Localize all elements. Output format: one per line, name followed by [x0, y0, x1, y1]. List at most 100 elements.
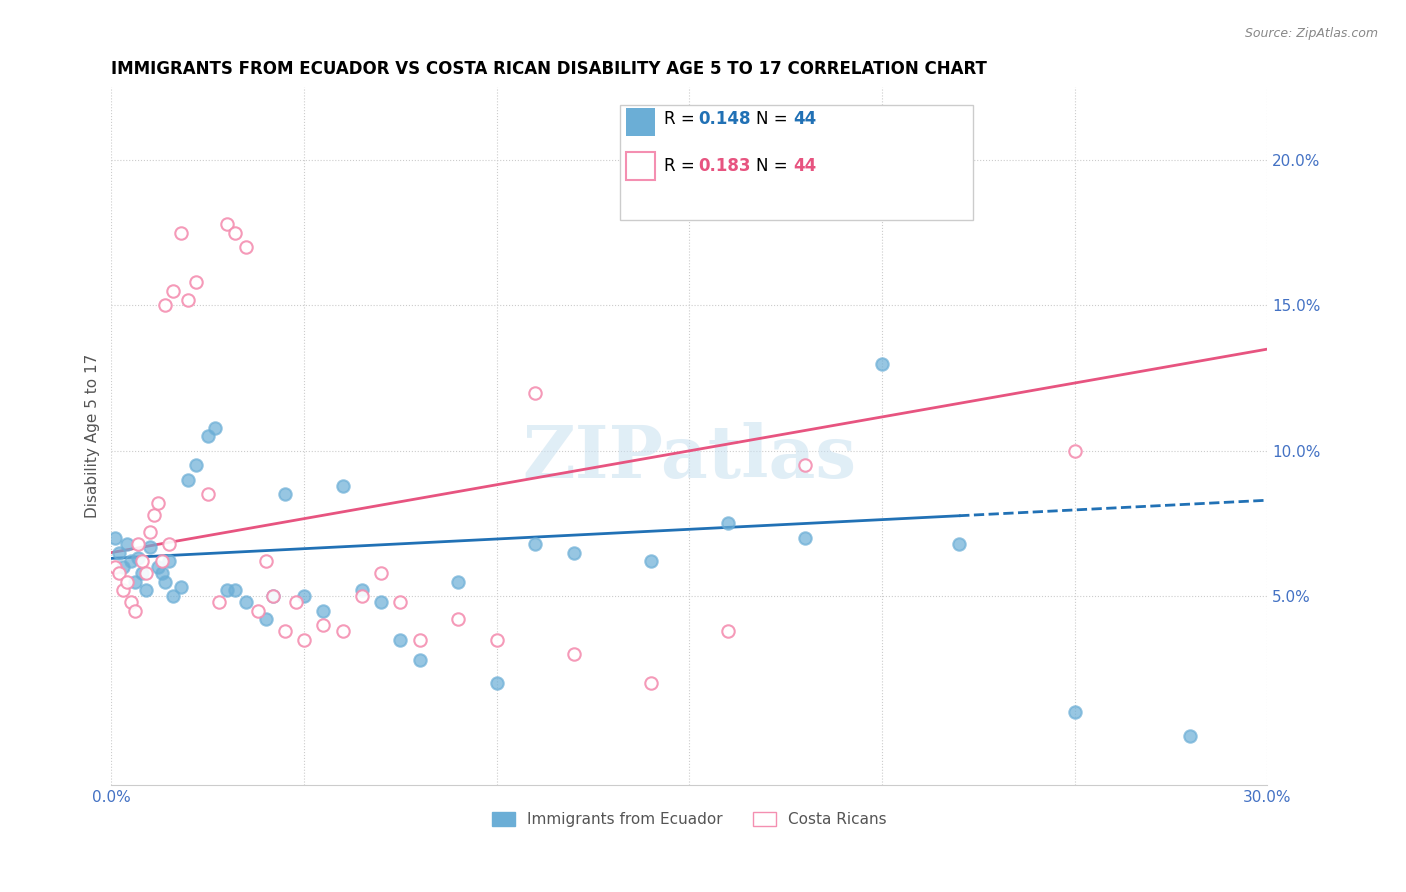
Point	[186, 458, 208, 473]
Point	[186, 275, 208, 289]
Point	[524, 385, 547, 400]
Point	[131, 566, 153, 580]
Point	[127, 551, 149, 566]
Point	[246, 604, 269, 618]
Point	[135, 583, 157, 598]
Point	[332, 479, 354, 493]
Point	[447, 574, 470, 589]
Point	[162, 589, 184, 603]
Point	[104, 560, 127, 574]
Point	[640, 554, 662, 568]
Point	[197, 429, 219, 443]
Bar	[626, 153, 655, 180]
Point	[717, 516, 740, 531]
Text: R =: R =	[664, 110, 700, 128]
Point	[389, 595, 412, 609]
Point	[146, 560, 169, 574]
Point	[717, 624, 740, 638]
Point	[389, 632, 412, 647]
Point	[157, 537, 180, 551]
Point	[409, 653, 432, 667]
Point	[215, 217, 238, 231]
Point	[235, 240, 257, 254]
Point	[197, 487, 219, 501]
Point	[312, 618, 335, 632]
Point	[292, 589, 315, 603]
Point	[485, 676, 508, 690]
Point	[1180, 729, 1202, 743]
Point	[224, 583, 246, 598]
Point	[1063, 706, 1085, 720]
Point	[208, 595, 231, 609]
Text: 44: 44	[793, 110, 817, 128]
Point	[447, 612, 470, 626]
Point	[485, 632, 508, 647]
Point	[150, 554, 173, 568]
Point	[162, 284, 184, 298]
Point	[350, 589, 373, 603]
Point	[285, 595, 308, 609]
Point	[292, 632, 315, 647]
Point	[157, 554, 180, 568]
Text: Source: ZipAtlas.com: Source: ZipAtlas.com	[1244, 27, 1378, 40]
Legend: Immigrants from Ecuador, Costa Ricans: Immigrants from Ecuador, Costa Ricans	[486, 806, 893, 833]
Point	[235, 595, 257, 609]
Point	[224, 226, 246, 240]
Point	[562, 545, 585, 559]
Text: 44: 44	[793, 157, 817, 176]
Text: N =: N =	[756, 157, 793, 176]
Point	[104, 531, 127, 545]
Point	[142, 508, 165, 522]
Point	[120, 595, 142, 609]
Point	[170, 226, 193, 240]
Point	[254, 612, 277, 626]
Text: ZIPatlas: ZIPatlas	[523, 422, 856, 492]
Point	[948, 537, 970, 551]
Point	[124, 574, 146, 589]
Point	[524, 537, 547, 551]
Point	[204, 420, 226, 434]
Point	[150, 566, 173, 580]
Text: 0.183: 0.183	[699, 157, 751, 176]
Point	[350, 583, 373, 598]
Text: 0.148: 0.148	[699, 110, 751, 128]
Bar	[626, 109, 655, 136]
Point	[262, 589, 284, 603]
Point	[108, 545, 131, 559]
Point	[177, 293, 200, 307]
Point	[124, 604, 146, 618]
Point	[139, 540, 162, 554]
Point	[115, 574, 138, 589]
Point	[409, 632, 432, 647]
Point	[131, 554, 153, 568]
Point	[312, 604, 335, 618]
Point	[111, 560, 134, 574]
Point	[177, 473, 200, 487]
Point	[794, 531, 817, 545]
Point	[108, 566, 131, 580]
Point	[111, 583, 134, 598]
Point	[1063, 443, 1085, 458]
Point	[370, 595, 392, 609]
FancyBboxPatch shape	[620, 105, 973, 220]
Text: N =: N =	[756, 110, 793, 128]
Point	[562, 648, 585, 662]
Point	[332, 624, 354, 638]
Point	[274, 487, 297, 501]
Point	[115, 537, 138, 551]
Point	[274, 624, 297, 638]
Point	[370, 566, 392, 580]
Point	[120, 554, 142, 568]
Point	[155, 298, 177, 312]
Point	[135, 566, 157, 580]
Point	[146, 496, 169, 510]
Point	[254, 554, 277, 568]
Point	[139, 525, 162, 540]
Point	[215, 583, 238, 598]
Point	[170, 581, 193, 595]
Text: IMMIGRANTS FROM ECUADOR VS COSTA RICAN DISABILITY AGE 5 TO 17 CORRELATION CHART: IMMIGRANTS FROM ECUADOR VS COSTA RICAN D…	[111, 60, 987, 78]
Point	[794, 458, 817, 473]
Point	[127, 537, 149, 551]
Point	[155, 574, 177, 589]
Text: R =: R =	[664, 157, 700, 176]
